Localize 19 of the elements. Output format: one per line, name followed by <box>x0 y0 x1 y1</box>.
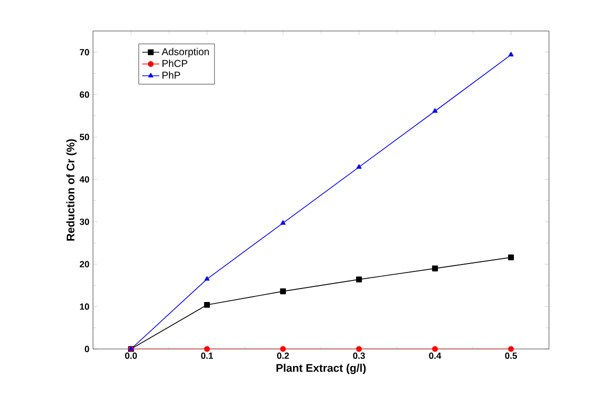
x-tick-label: 0.3 <box>353 352 365 359</box>
legend-label: PhCP <box>162 60 188 67</box>
y-tick-label: 70 <box>80 49 90 56</box>
y-tick-label: 10 <box>80 303 90 310</box>
x-tick-label: 0.2 <box>277 352 289 359</box>
legend-label: Adsorption <box>162 48 209 58</box>
y-tick-label: 40 <box>80 176 90 183</box>
y-tick-label: 50 <box>80 134 90 140</box>
x-tick-label: 0.4 <box>429 352 442 359</box>
y-tick-label: 20 <box>80 261 90 268</box>
x-tick-label: 0.1 <box>201 352 214 359</box>
y-tick-label: 0 <box>84 346 90 352</box>
x-axis-title: Plant Extract (g/l) <box>276 364 366 374</box>
y-tick-label: 30 <box>80 218 90 225</box>
x-tick-label: 0.5 <box>505 352 517 359</box>
x-tick-label: 0.0 <box>125 352 137 359</box>
legend-label: PhP <box>162 71 180 79</box>
y-tick-label: 60 <box>80 91 90 98</box>
y-axis-title: Reduction of Cr (%) <box>66 139 77 241</box>
